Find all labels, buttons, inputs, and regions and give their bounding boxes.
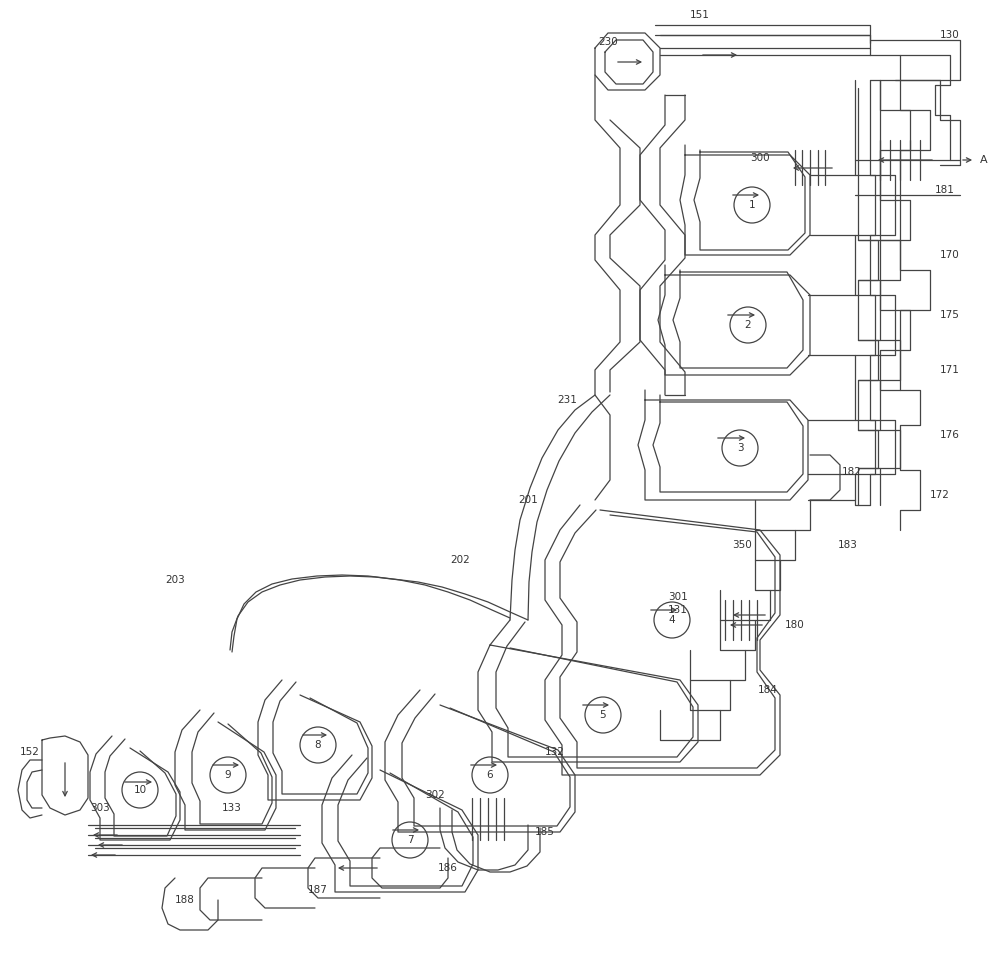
Text: 10: 10 [133,785,147,795]
Text: 175: 175 [940,310,960,320]
Text: 171: 171 [940,365,960,375]
Text: 185: 185 [535,827,555,837]
Text: 186: 186 [438,863,458,873]
Text: 188: 188 [175,895,195,905]
Text: 350: 350 [732,540,752,550]
Text: 5: 5 [600,710,606,720]
Text: 172: 172 [930,490,950,500]
Text: 201: 201 [518,495,538,505]
Text: 302: 302 [425,790,445,800]
Text: 9: 9 [225,770,231,780]
Text: 303: 303 [90,803,110,813]
Text: 170: 170 [940,250,960,260]
Text: A: A [980,155,988,165]
Text: 182: 182 [842,467,862,477]
Text: 183: 183 [838,540,858,550]
Text: 187: 187 [308,885,328,895]
Text: 300: 300 [750,153,770,163]
Text: 7: 7 [407,835,413,845]
Text: 133: 133 [222,803,242,813]
Text: 132: 132 [545,747,565,757]
Text: 203: 203 [165,575,185,585]
Text: 301: 301 [668,592,688,602]
Text: 181: 181 [935,185,955,195]
Text: 2: 2 [745,320,751,330]
Text: 176: 176 [940,430,960,440]
Text: 6: 6 [487,770,493,780]
Text: 231: 231 [557,395,577,405]
Text: 151: 151 [690,10,710,20]
Text: 202: 202 [450,555,470,565]
Text: 152: 152 [20,747,40,757]
Text: 131: 131 [668,605,688,615]
Text: 230: 230 [598,37,618,47]
Text: 130: 130 [940,30,960,40]
Text: 8: 8 [315,740,321,750]
Text: 4: 4 [669,615,675,625]
Text: 1: 1 [749,200,755,210]
Text: 184: 184 [758,685,778,695]
Text: 180: 180 [785,620,805,630]
Text: 3: 3 [737,443,743,453]
